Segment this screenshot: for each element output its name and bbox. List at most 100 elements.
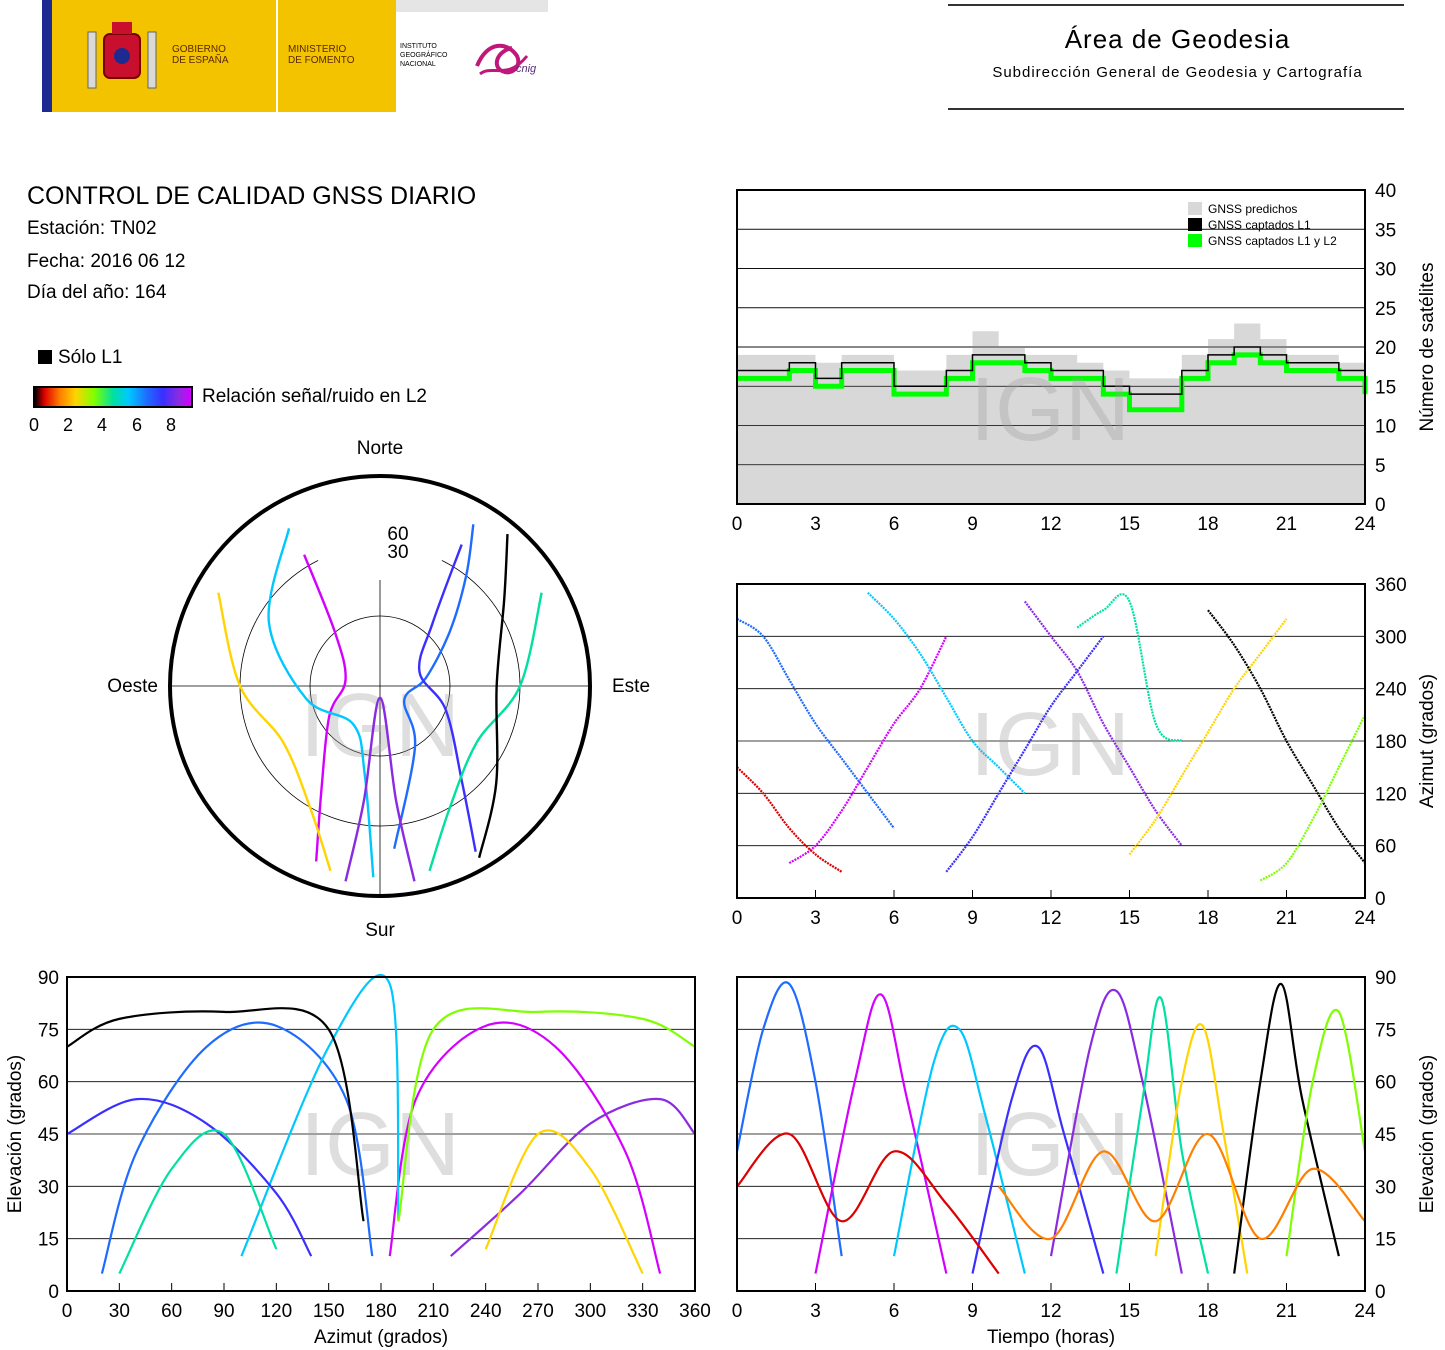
series-track: [867, 591, 1026, 795]
x-tick-label: 3: [810, 514, 821, 535]
x-tick-label: 0: [62, 1301, 73, 1322]
y-tick-label: 35: [1375, 220, 1396, 241]
series-track: [892, 1024, 1026, 1274]
area-subtitle: Subdirección General de Geodesia y Carto…: [992, 64, 1363, 81]
x-tick-label: 21: [1276, 514, 1297, 535]
x-tick-label: 18: [1197, 1301, 1218, 1322]
series-track: [450, 1097, 696, 1257]
y-tick-label: 75: [38, 1020, 59, 1041]
series-track: [240, 974, 400, 1257]
series-track: [1233, 982, 1340, 1274]
legend-entry: GNSS captados L1 y L2: [1208, 234, 1337, 248]
y-tick-label: 15: [1375, 1230, 1396, 1251]
ring-label: 60: [387, 524, 408, 545]
legend-swatch: [1188, 218, 1202, 231]
series-track: [1285, 1008, 1367, 1257]
header-rule-bottom: [948, 108, 1404, 110]
snr-tick: 4: [97, 415, 108, 435]
elevation-ring: [309, 615, 451, 757]
x-tick-label: 120: [260, 1301, 292, 1322]
elevation-azimuth-chart: 0 30 60 90 120 150 180 210 240 270 300 330 360 0 15 30 4…: [5, 968, 711, 1348]
y-tick-label: 90: [38, 968, 59, 989]
direction-label-east: Este: [612, 676, 650, 697]
ministerio-logo: MINISTERIO DE FOMENTO: [278, 0, 396, 112]
series-track: [1259, 714, 1366, 882]
series-track: [735, 981, 843, 1257]
x-tick-label: 24: [1354, 514, 1376, 535]
ign-watermark: IGN: [970, 1095, 1130, 1195]
y-tick-label: 30: [1375, 1177, 1396, 1198]
y-tick-label: 75: [1375, 1020, 1396, 1041]
snr-tick: 0: [29, 415, 40, 435]
series-track: [1049, 988, 1183, 1274]
y-tick-label: 180: [1375, 732, 1407, 753]
ring-label: 30: [387, 542, 408, 563]
series-track: [736, 1132, 1000, 1275]
series-track: [971, 1044, 1105, 1274]
series-track: [397, 1007, 696, 1222]
ign-watermark: IGN: [970, 360, 1130, 460]
y-tick-label: 60: [1375, 837, 1396, 858]
x-tick-label: 3: [810, 908, 821, 929]
y-tick-label: 40: [1375, 181, 1396, 202]
series-track: [1207, 609, 1366, 864]
snr-tick: 2: [63, 415, 74, 435]
ign-text: INSTITUTO GEOGRÁFICO NACIONAL: [400, 43, 448, 68]
x-tick-label: 9: [967, 908, 978, 929]
direction-label-west: Oeste: [107, 676, 158, 697]
snr-scale-label: Relación señal/ruido en L2: [202, 386, 427, 407]
y-axis-label: Elevación (grados): [5, 1055, 26, 1213]
x-tick-label: 0: [732, 1301, 743, 1322]
x-tick-label: 210: [417, 1301, 449, 1322]
series-line: [737, 346, 1366, 395]
x-tick-label: 240: [470, 1301, 502, 1322]
y-tick-label: 300: [1375, 627, 1407, 648]
x-tick-label: 15: [1119, 514, 1140, 535]
series-track: [1076, 593, 1183, 743]
legend-entry: GNSS predichos: [1208, 202, 1297, 216]
x-tick-label: 24: [1354, 908, 1376, 929]
series-track: [417, 544, 477, 852]
day-of-year-label: Día del año: 164: [27, 282, 167, 303]
y-tick-label: 30: [38, 1177, 59, 1198]
gobierno-text: GOBIERNO DE ESPAÑA: [172, 44, 229, 66]
x-tick-label: 330: [627, 1301, 659, 1322]
x-tick-label: 150: [313, 1301, 345, 1322]
y-tick-label: 120: [1375, 784, 1407, 805]
ign-watermark: IGN: [970, 695, 1130, 795]
coat-of-arms-icon: [87, 22, 157, 89]
spain-flag-stripe-yellow: [52, 0, 64, 112]
y-axis-label: Azimut (grados): [1417, 674, 1438, 808]
series-track: [736, 766, 843, 873]
x-tick-label: 12: [1040, 1301, 1061, 1322]
snr-tick: 6: [132, 415, 143, 435]
series-track: [814, 993, 948, 1274]
y-tick-label: 45: [1375, 1125, 1396, 1146]
plot-border: [736, 189, 1366, 505]
y-axis-label: Número de satélites: [1417, 263, 1438, 432]
x-tick-label: 90: [213, 1301, 234, 1322]
series-track: [484, 1129, 644, 1275]
series-track: [217, 592, 332, 872]
x-tick-label: 180: [365, 1301, 397, 1322]
series-track: [66, 1097, 313, 1257]
x-tick-label: 18: [1197, 514, 1218, 535]
y-tick-label: 10: [1375, 417, 1396, 438]
series-track: [1154, 1023, 1249, 1274]
y-tick-label: 20: [1375, 338, 1396, 359]
series-track: [118, 1129, 278, 1275]
y-tick-label: 0: [1375, 889, 1386, 910]
x-tick-label: 0: [732, 514, 743, 535]
series-track: [997, 1132, 1366, 1240]
x-tick-label: 9: [967, 1301, 978, 1322]
snr-color-scale: [33, 386, 193, 408]
series-track: [736, 617, 895, 829]
x-tick-label: 9: [967, 514, 978, 535]
x-tick-label: 6: [889, 1301, 900, 1322]
plot-border: [736, 976, 1366, 1292]
gobierno-logo: GOBIERNO DE ESPAÑA: [64, 0, 276, 112]
y-tick-label: 90: [1375, 968, 1396, 989]
